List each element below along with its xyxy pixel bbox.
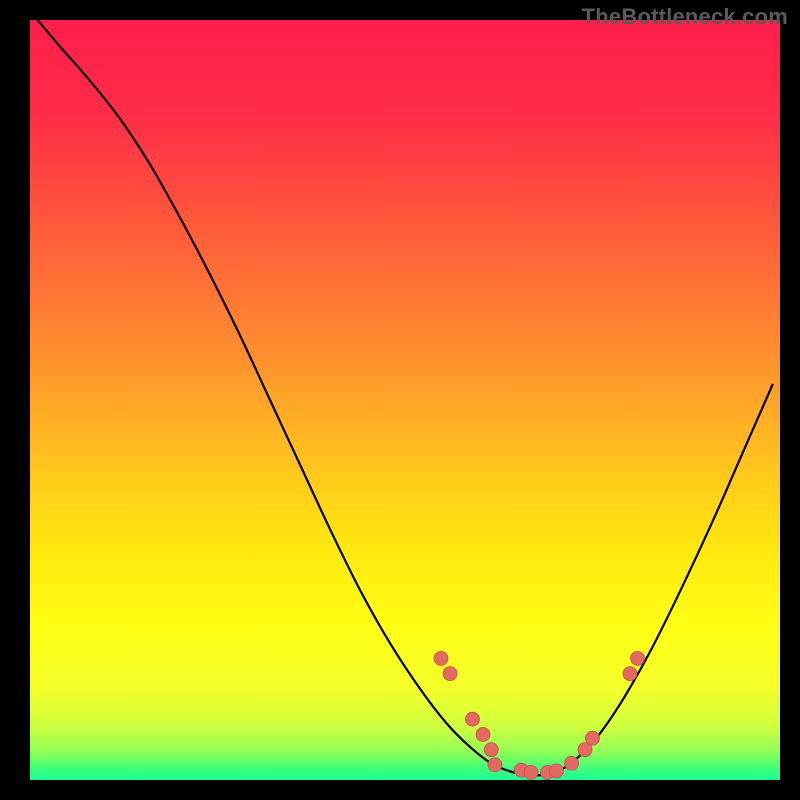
- chart-stage: TheBottleneck.com: [0, 0, 800, 800]
- data-point: [631, 651, 645, 665]
- data-point: [623, 667, 637, 681]
- data-point: [586, 731, 600, 745]
- data-point: [550, 764, 564, 778]
- data-point: [476, 727, 490, 741]
- data-point: [434, 651, 448, 665]
- data-point: [488, 758, 502, 772]
- chart-svg: [0, 0, 800, 800]
- data-point: [524, 765, 538, 779]
- data-point: [466, 712, 480, 726]
- watermark-text: TheBottleneck.com: [582, 4, 788, 30]
- bottleneck-curve: [38, 20, 773, 775]
- data-point: [484, 743, 498, 757]
- data-point: [443, 667, 457, 681]
- data-point: [565, 756, 579, 770]
